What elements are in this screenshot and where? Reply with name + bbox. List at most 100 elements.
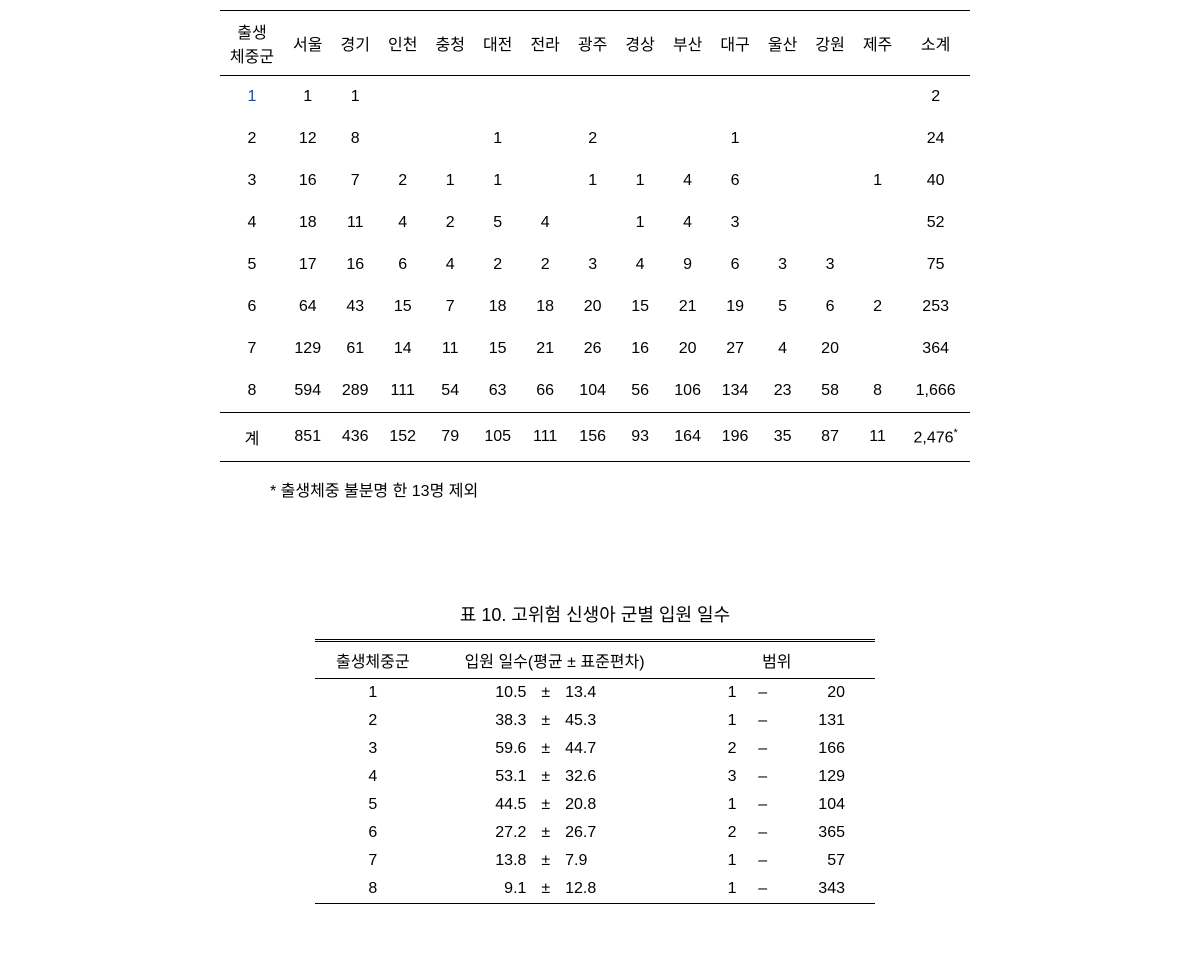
row-group: 8 <box>220 370 284 413</box>
cell: 4 <box>664 160 711 202</box>
range-max: 104 <box>785 791 875 819</box>
cell <box>616 118 663 160</box>
range-max: 166 <box>785 735 875 763</box>
cell: 6 <box>806 286 853 328</box>
range-max: 57 <box>785 847 875 875</box>
group-cell: 7 <box>315 847 431 875</box>
cell: 4 <box>616 244 663 286</box>
cell: 1 <box>711 118 758 160</box>
cell: 1 <box>569 160 616 202</box>
range-dash: – <box>741 875 785 904</box>
sd-cell: 20.8 <box>559 791 679 819</box>
cell: 289 <box>331 370 378 413</box>
cell <box>854 202 901 244</box>
cell: 2 <box>854 286 901 328</box>
range-min: 1 <box>679 847 741 875</box>
group-cell: 1 <box>315 679 431 708</box>
t1-header-13: 제주 <box>854 11 901 76</box>
cell: 4 <box>759 328 806 370</box>
range-dash: – <box>741 791 785 819</box>
cell <box>759 76 806 119</box>
mean-cell: 27.2 <box>431 819 533 847</box>
total-cell: 851 <box>284 413 331 462</box>
t1-header-11: 울산 <box>759 11 806 76</box>
cell <box>759 118 806 160</box>
table-row: 31672111146140 <box>220 160 970 202</box>
cell: 111 <box>379 370 426 413</box>
cell: 11 <box>331 202 378 244</box>
total-label: 계 <box>220 413 284 462</box>
range-dash: – <box>741 735 785 763</box>
cell <box>759 160 806 202</box>
t1-header-6: 전라 <box>521 11 568 76</box>
range-min: 1 <box>679 875 741 904</box>
cell: 23 <box>759 370 806 413</box>
t1-header-8: 경상 <box>616 11 663 76</box>
group-cell: 8 <box>315 875 431 904</box>
sd-cell: 26.7 <box>559 819 679 847</box>
table-row: 89.1±12.81–343 <box>315 875 875 904</box>
t1-header-12: 강원 <box>806 11 853 76</box>
group-cell: 5 <box>315 791 431 819</box>
plusminus: ± <box>532 819 559 847</box>
cell: 43 <box>331 286 378 328</box>
total-cell: 156 <box>569 413 616 462</box>
t2-header-days: 입원 일수(평균 ± 표준편차) <box>431 641 679 679</box>
cell: 5 <box>759 286 806 328</box>
cell <box>711 76 758 119</box>
row-total: 75 <box>901 244 970 286</box>
t1-header-4: 충청 <box>426 11 473 76</box>
total-cell: 87 <box>806 413 853 462</box>
range-max: 20 <box>785 679 875 708</box>
cell: 18 <box>521 286 568 328</box>
range-dash: – <box>741 847 785 875</box>
sd-cell: 45.3 <box>559 707 679 735</box>
t1-header-2: 경기 <box>331 11 378 76</box>
cell: 8 <box>331 118 378 160</box>
table2-title: 표 10. 고위험 신생아 군별 입원 일수 <box>0 601 1190 627</box>
cell: 7 <box>331 160 378 202</box>
cell: 1 <box>331 76 378 119</box>
cell: 16 <box>331 244 378 286</box>
mean-cell: 9.1 <box>431 875 533 904</box>
cell <box>664 118 711 160</box>
cell: 15 <box>474 328 521 370</box>
cell: 19 <box>711 286 758 328</box>
row-total: 24 <box>901 118 970 160</box>
cell: 2 <box>569 118 616 160</box>
range-min: 1 <box>679 707 741 735</box>
row-total: 2 <box>901 76 970 119</box>
cell <box>806 118 853 160</box>
cell: 1 <box>474 118 521 160</box>
cell <box>759 202 806 244</box>
cell: 20 <box>664 328 711 370</box>
row-total: 1,666 <box>901 370 970 413</box>
cell <box>379 76 426 119</box>
cell: 1 <box>616 160 663 202</box>
cell: 1 <box>284 76 331 119</box>
t2-header-range: 범위 <box>679 641 875 679</box>
plusminus: ± <box>532 791 559 819</box>
table-row: 859428911154636610456106134235881,666 <box>220 370 970 413</box>
sd-cell: 12.8 <box>559 875 679 904</box>
row-group: 4 <box>220 202 284 244</box>
cell: 4 <box>521 202 568 244</box>
range-dash: – <box>741 763 785 791</box>
table-row: 238.3±45.31–131 <box>315 707 875 735</box>
range-dash: – <box>741 679 785 708</box>
table-row: 453.1±32.63–129 <box>315 763 875 791</box>
table-row: 627.2±26.72–365 <box>315 819 875 847</box>
cell <box>426 118 473 160</box>
cell <box>806 160 853 202</box>
cell: 18 <box>474 286 521 328</box>
hospital-days-table: 출생체중군 입원 일수(평균 ± 표준편차) 범위 110.5±13.41–20… <box>315 639 875 904</box>
cell: 2 <box>426 202 473 244</box>
range-max: 129 <box>785 763 875 791</box>
cell: 12 <box>284 118 331 160</box>
plusminus: ± <box>532 679 559 708</box>
table-row: 110.5±13.41–20 <box>315 679 875 708</box>
cell: 17 <box>284 244 331 286</box>
cell: 3 <box>569 244 616 286</box>
cell: 16 <box>616 328 663 370</box>
row-group: 5 <box>220 244 284 286</box>
